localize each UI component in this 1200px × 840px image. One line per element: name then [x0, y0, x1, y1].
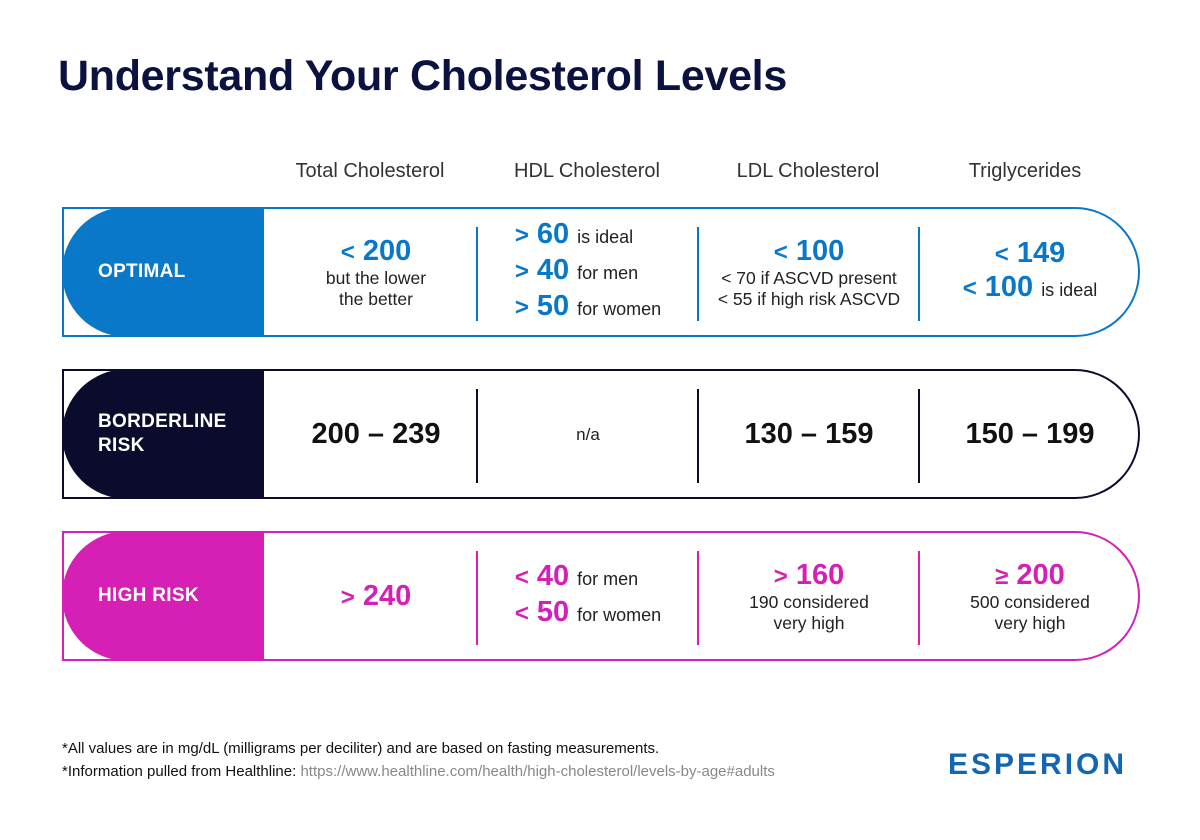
- label-text: OPTIMAL: [98, 261, 186, 282]
- value: 160: [795, 559, 845, 591]
- cell-high-ldl: >160 190 considered very high: [699, 533, 919, 659]
- cell-high-total: >240: [266, 533, 486, 659]
- symbol: <: [514, 564, 529, 591]
- note: for men: [577, 263, 639, 283]
- source-label: *Information pulled from Healthline:: [62, 763, 297, 780]
- cell-high-hdl: <40 for men <50 for women: [478, 533, 698, 659]
- column-header-ldl: LDL Cholesterol: [736, 160, 880, 182]
- symbol: <: [773, 239, 788, 266]
- note: the better: [339, 289, 413, 309]
- symbol: >: [773, 563, 788, 590]
- symbol: <: [962, 275, 977, 302]
- cell-high-triglycerides: ≥200 500 considered very high: [920, 533, 1140, 659]
- divider: [918, 389, 920, 483]
- label-text: HIGH RISK: [98, 585, 199, 606]
- cell-borderline-hdl: n/a: [478, 371, 698, 497]
- note: 190 considered: [749, 592, 869, 612]
- note: for women: [577, 605, 662, 625]
- note: is ideal: [577, 227, 634, 247]
- divider: [697, 551, 699, 645]
- note: for women: [577, 299, 662, 319]
- value: 100: [984, 271, 1034, 303]
- source-link[interactable]: https://www.healthline.com/health/high-c…: [300, 763, 775, 780]
- esperion-logo: ESPERION: [948, 748, 1128, 781]
- row-high-risk: HIGH RISK >240 <40 for men <50 for women >…: [62, 531, 1140, 661]
- value: 50: [536, 290, 570, 322]
- divider: [476, 227, 478, 321]
- divider: [476, 389, 478, 483]
- note: 500 considered: [970, 592, 1090, 612]
- label-text: RISK: [98, 435, 145, 456]
- value: 200: [1016, 559, 1065, 591]
- footnote-units: *All values are in mg/dL (milligrams per…: [62, 740, 660, 757]
- footnote-source: *Information pulled from Healthline: htt…: [62, 763, 775, 780]
- row-optimal: OPTIMAL <200 but the lower the better >6…: [62, 207, 1140, 337]
- symbol: ≥: [995, 563, 1009, 590]
- divider: [918, 551, 920, 645]
- value: 40: [536, 560, 570, 592]
- cell-borderline-ldl: 130 – 159: [699, 371, 919, 497]
- note: is ideal: [1041, 280, 1098, 300]
- value: 100: [795, 235, 845, 267]
- value: 149: [1016, 237, 1066, 269]
- value: 40: [536, 254, 570, 286]
- value: n/a: [576, 424, 600, 444]
- symbol: >: [514, 294, 529, 321]
- value: 60: [536, 218, 570, 250]
- symbol: >: [340, 584, 355, 611]
- cell-optimal-ldl: <100 < 70 if ASCVD present < 55 if high …: [699, 209, 919, 335]
- label-text: BORDERLINE: [98, 411, 227, 432]
- value: 240: [362, 580, 412, 612]
- column-header-total: Total Cholesterol: [295, 160, 445, 182]
- value: 130 – 159: [744, 417, 874, 450]
- value: 200 – 239: [311, 417, 441, 450]
- value: 150 – 199: [965, 417, 1095, 450]
- column-header-hdl: HDL Cholesterol: [514, 160, 660, 182]
- divider: [697, 389, 699, 483]
- value: 200: [362, 235, 412, 267]
- row-label-high-risk: HIGH RISK: [62, 531, 264, 661]
- divider: [918, 227, 920, 321]
- note: < 55 if high risk ASCVD: [717, 289, 901, 309]
- symbol: <: [994, 241, 1009, 268]
- column-header-triglycerides: Triglycerides: [968, 160, 1082, 182]
- row-label-optimal: OPTIMAL: [62, 207, 264, 337]
- note: < 70 if ASCVD present: [721, 268, 897, 288]
- symbol: <: [340, 239, 355, 266]
- note: very high: [994, 613, 1066, 633]
- cell-optimal-total: <200 but the lower the better: [266, 209, 486, 335]
- cell-optimal-triglycerides: <149 <100 is ideal: [920, 209, 1140, 335]
- note: very high: [773, 613, 845, 633]
- divider: [476, 551, 478, 645]
- page-title: Understand Your Cholesterol Levels: [58, 52, 787, 100]
- note: for men: [577, 569, 639, 589]
- cell-borderline-total: 200 – 239: [266, 371, 486, 497]
- cell-optimal-hdl: >60 is ideal >40 for men >50 for women: [478, 209, 698, 335]
- symbol: >: [514, 222, 529, 249]
- symbol: <: [514, 600, 529, 627]
- symbol: >: [514, 258, 529, 285]
- divider: [697, 227, 699, 321]
- row-label-borderline: BORDERLINE RISK: [62, 369, 264, 499]
- value: 50: [536, 596, 570, 628]
- cell-borderline-triglycerides: 150 – 199: [920, 371, 1140, 497]
- note: but the lower: [325, 268, 427, 288]
- row-borderline: BORDERLINE RISK 200 – 239 n/a 130 – 159 …: [62, 369, 1140, 499]
